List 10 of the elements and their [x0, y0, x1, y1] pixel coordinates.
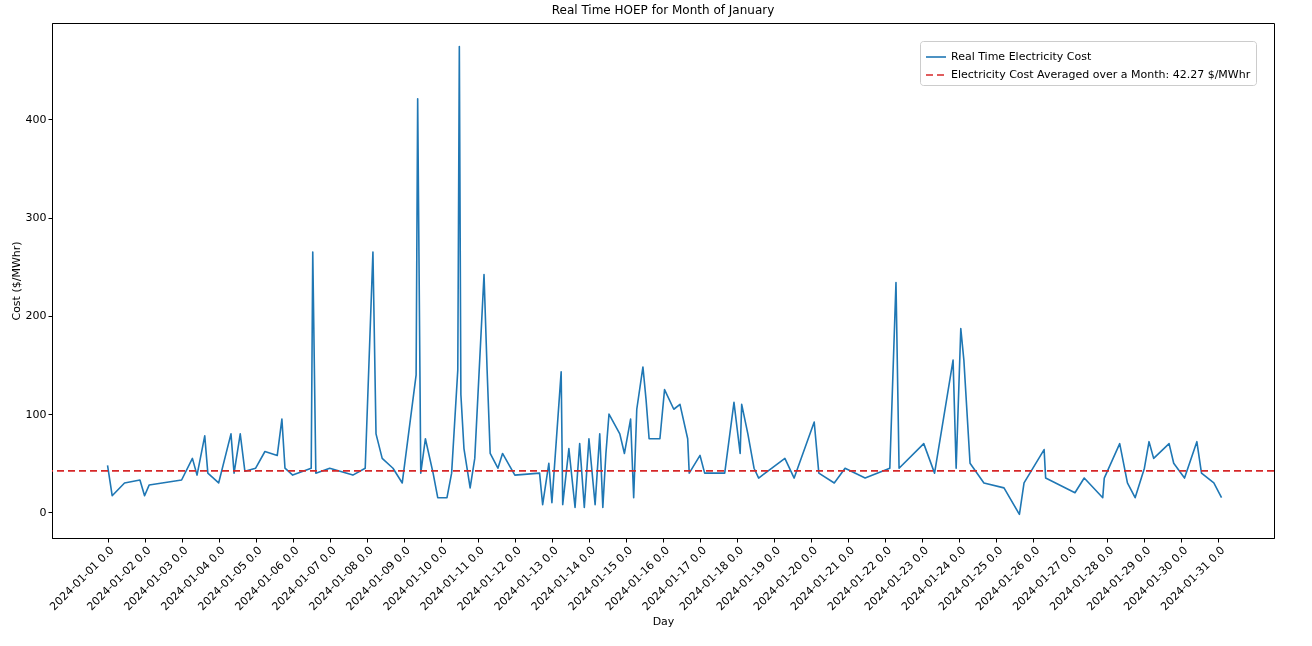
legend-label: Real Time Electricity Cost	[951, 50, 1092, 63]
y-axis-title: Cost ($/MWhr)	[9, 241, 23, 321]
y-tick-label: 100	[25, 407, 47, 421]
y-tick-label: 0	[39, 505, 47, 519]
legend-label: Electricity Cost Averaged over a Month: 42.27 $/MWhr	[951, 68, 1251, 81]
y-tick-label: 200	[25, 309, 47, 323]
y-tick-label: 300	[25, 211, 47, 225]
x-axis-title: Day	[652, 615, 675, 629]
chart-title: Real Time HOEP for Month of January	[551, 3, 775, 17]
y-tick-label: 400	[25, 112, 47, 126]
